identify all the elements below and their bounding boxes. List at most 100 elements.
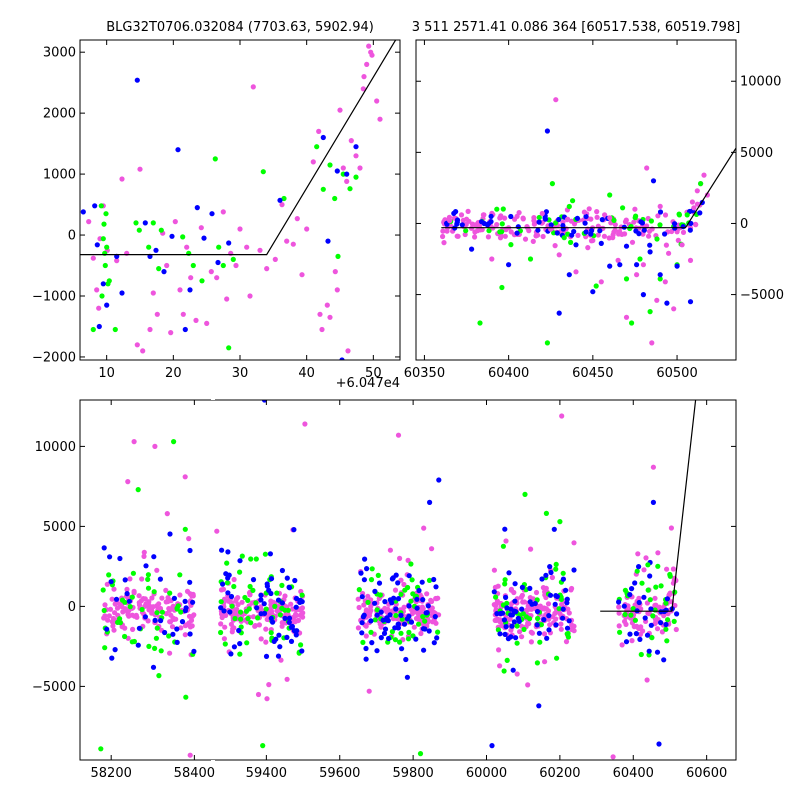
- data-point-magenta: [571, 628, 577, 634]
- data-point-magenta: [221, 636, 227, 642]
- data-point-magenta: [693, 222, 699, 228]
- data-point-green: [568, 239, 574, 245]
- data-point-blue: [218, 605, 224, 611]
- data-point-magenta: [344, 178, 350, 184]
- data-point-blue: [406, 573, 412, 579]
- panel-full-lightcurve-y-tick-label: −5000: [32, 680, 76, 695]
- data-point-green: [253, 556, 259, 562]
- data-point-magenta: [491, 567, 497, 573]
- panel-zoom-peak-x-offset: +6.047e4: [336, 376, 400, 391]
- panel-zoom-peak-x-tick-label: 30: [232, 366, 249, 381]
- data-point-magenta: [517, 629, 523, 635]
- data-point-magenta: [126, 608, 132, 614]
- data-point-magenta: [387, 547, 393, 553]
- data-point-magenta: [302, 421, 308, 427]
- data-point-blue: [408, 619, 415, 625]
- data-point-blue: [656, 741, 662, 747]
- data-point-green: [150, 220, 156, 226]
- data-point-blue: [583, 213, 589, 220]
- data-point-magenta: [131, 439, 137, 445]
- data-point-green: [136, 227, 142, 233]
- data-point-magenta: [525, 682, 531, 688]
- data-point-blue: [583, 229, 589, 235]
- data-point-blue: [636, 599, 642, 606]
- data-point-magenta: [101, 615, 107, 621]
- data-point-blue: [279, 600, 285, 606]
- data-point-magenta: [601, 233, 608, 239]
- data-point-blue: [536, 630, 543, 636]
- data-point-blue: [556, 310, 562, 316]
- data-point-magenta: [107, 606, 114, 612]
- data-point-green: [356, 587, 362, 593]
- data-point-blue: [108, 579, 114, 585]
- data-point-blue: [648, 622, 654, 628]
- data-point-blue: [657, 209, 664, 215]
- data-point-blue: [506, 262, 512, 268]
- data-point-magenta: [643, 555, 649, 561]
- data-point-green: [353, 174, 359, 180]
- data-point-green: [272, 603, 278, 610]
- data-point-blue: [431, 576, 437, 583]
- data-point-magenta: [568, 587, 574, 593]
- data-point-green: [521, 626, 527, 633]
- data-point-magenta: [472, 234, 478, 240]
- data-point-magenta: [687, 257, 694, 263]
- data-point-magenta: [533, 589, 540, 596]
- data-point-magenta: [531, 218, 537, 224]
- data-point-blue: [621, 603, 627, 609]
- panel-full-lightcurve-x-tick-label: 60600: [686, 766, 727, 781]
- data-point-blue: [288, 638, 295, 645]
- data-point-magenta: [198, 225, 204, 231]
- data-point-blue: [664, 596, 671, 602]
- data-point-green: [570, 198, 576, 204]
- data-point-blue: [508, 213, 514, 220]
- data-point-blue: [634, 262, 640, 268]
- data-point-green: [112, 326, 118, 333]
- panel-full-lightcurve-x-tick-label: 59400: [246, 766, 287, 781]
- data-point-magenta: [348, 138, 354, 144]
- data-point-magenta: [252, 623, 258, 629]
- data-point-magenta: [668, 525, 675, 531]
- data-point-blue: [142, 220, 148, 226]
- data-point-green: [522, 491, 528, 497]
- data-point-magenta: [497, 215, 503, 221]
- data-point-green: [243, 608, 250, 614]
- data-point-magenta: [184, 244, 190, 250]
- data-point-magenta: [588, 216, 594, 222]
- data-point-green: [146, 643, 152, 650]
- data-point-blue: [134, 77, 140, 83]
- data-point-magenta: [159, 595, 165, 601]
- data-point-magenta: [385, 606, 391, 612]
- data-point-magenta: [542, 606, 548, 612]
- data-point-green: [398, 591, 404, 597]
- data-point-blue: [286, 615, 293, 621]
- data-point-magenta: [332, 269, 338, 275]
- data-point-green: [218, 629, 224, 636]
- data-point-green: [122, 633, 128, 640]
- data-point-blue: [109, 655, 115, 661]
- data-point-magenta: [263, 639, 269, 645]
- data-point-green: [553, 561, 559, 568]
- data-point-magenta: [239, 599, 245, 605]
- data-point-magenta: [508, 586, 514, 593]
- data-point-blue: [169, 233, 175, 239]
- data-point-blue: [258, 592, 264, 598]
- data-point-magenta: [656, 604, 663, 610]
- data-point-magenta: [114, 605, 121, 611]
- data-point-green: [90, 326, 96, 333]
- data-point-magenta: [127, 576, 133, 582]
- data-point-blue: [363, 645, 369, 652]
- data-point-magenta: [598, 279, 604, 285]
- panel-full-lightcurve-y-tick-label: 5000: [43, 520, 76, 535]
- data-point-magenta: [356, 604, 362, 611]
- data-point-blue: [119, 290, 125, 296]
- data-point-blue: [237, 641, 243, 647]
- data-point-blue: [529, 601, 535, 607]
- data-point-blue: [547, 592, 554, 598]
- data-point-blue: [512, 581, 518, 587]
- data-point-blue: [672, 221, 678, 227]
- data-point-green: [122, 599, 128, 605]
- data-point-magenta: [334, 287, 340, 293]
- data-point-magenta: [585, 245, 591, 251]
- data-point-blue: [364, 566, 370, 572]
